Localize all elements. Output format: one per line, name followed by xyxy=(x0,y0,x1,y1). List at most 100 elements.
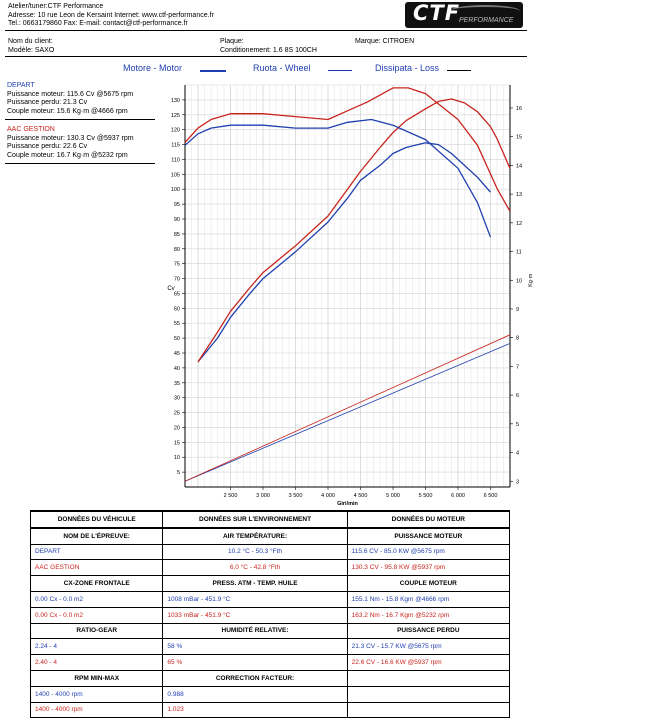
y-tick-label: 100 xyxy=(171,187,180,193)
y2-tick-label: 4 xyxy=(516,451,519,457)
series-loss-depart xyxy=(184,343,511,482)
header-line-3: Tel.: 0663179860 Fax: E-mail: contact@ct… xyxy=(8,20,188,27)
series-loss-gestion xyxy=(184,334,511,482)
conditioning-label: Conditionement: 1.6 8S 100CH xyxy=(220,46,317,54)
legend-loss-line xyxy=(447,70,471,71)
table-cell: 1033 mBar - 451.9 °C xyxy=(162,606,348,624)
run-divider-2 xyxy=(5,163,155,164)
table-label: HUMIDITÉ RELATIVE: xyxy=(162,622,348,640)
header-line-2: Adresse: 10 rue Leon de Kersaint Interne… xyxy=(8,11,214,19)
y-tick-label: 80 xyxy=(174,247,180,253)
y2-tick-label: 9 xyxy=(516,307,519,313)
table-cell: 0.00 Cx - 0.0 m2 xyxy=(29,606,164,624)
table-header-row: DONNÉES DU VÉHICULE DONNÉES SUR L'ENVIRO… xyxy=(29,510,511,529)
run-depart-torque: Couple moteur: 15.6 Kg·m @4666 rpm xyxy=(7,107,128,115)
model-label: Modèle: SAXO xyxy=(8,46,55,54)
table-label: RATIO-GEAR xyxy=(29,622,164,640)
brand-label: Marque: CITROEN xyxy=(355,38,415,45)
plate-label: Plaque: xyxy=(220,38,244,45)
y2-tick-label: 6 xyxy=(516,393,519,399)
table-cell: 10.2 °C - 50.3 °Fth xyxy=(162,543,348,561)
table-section-label-row: NOM DE L'ÉPREUVE: AIR TEMPÉRATURE: PUISS… xyxy=(29,527,511,545)
series-torque-depart xyxy=(184,118,492,238)
y2-tick-label: 12 xyxy=(516,221,522,227)
table-label: RPM MIN-MAX xyxy=(29,669,164,687)
y-tick-label: 130 xyxy=(171,98,180,104)
table-cell: AAC GESTION xyxy=(29,559,164,577)
table-header-vehicle: DONNÉES DU VÉHICULE xyxy=(29,510,164,529)
run-divider-1 xyxy=(5,119,155,120)
x-tick-label: 5 500 xyxy=(419,493,433,499)
table-row: 1400 - 4000 rpm 1.023 xyxy=(29,701,511,718)
chart-labels: 5101520253035404550556065707580859095100… xyxy=(167,98,534,507)
table-cell: 130.3 CV - 95.8 KW @5937 rpm xyxy=(346,559,511,577)
table-cell xyxy=(346,701,511,718)
chart-axes xyxy=(182,85,513,490)
x-axis-label: Giri/min xyxy=(337,501,358,507)
x-tick-label: 3 500 xyxy=(289,493,303,499)
y2-tick-label: 7 xyxy=(516,364,519,370)
table-section-label-row: RPM MIN-MAX CORRECTION FACTEUR: xyxy=(29,669,511,687)
y-tick-label: 120 xyxy=(171,128,180,134)
table-cell: 58 % xyxy=(162,638,348,656)
table-cell: 2.40 - 4 xyxy=(29,654,164,671)
y-tick-label: 90 xyxy=(174,217,180,223)
table-label: CX-ZONE FRONTALE xyxy=(29,575,164,592)
run-gestion-title: AAC GESTION xyxy=(7,126,55,133)
y-tick-label: 65 xyxy=(174,291,180,297)
y2-tick-label: 10 xyxy=(516,278,522,284)
y-tick-label: 55 xyxy=(174,321,180,327)
x-tick-label: 3 000 xyxy=(256,493,270,499)
client-label: Nom du client: xyxy=(8,38,53,45)
y-tick-label: 40 xyxy=(174,366,180,372)
table-section-label-row: CX-ZONE FRONTALE PRESS. ATM - TEMP. HUIL… xyxy=(29,575,511,592)
table-label: NOM DE L'ÉPREUVE: xyxy=(29,527,164,545)
chart-series xyxy=(184,87,511,482)
table-label: CORRECTION FACTEUR: xyxy=(162,669,348,687)
y-tick-label: 70 xyxy=(174,277,180,283)
series-power-gestion xyxy=(197,98,511,363)
y2-tick-label: 13 xyxy=(516,192,522,198)
logo-sub-text: PERFORMANCE xyxy=(459,17,514,24)
table-cell: 1008 mBar - 451.9 °C xyxy=(162,590,348,608)
plate-info: Plaque: Conditionement: 1.6 8S 100CH xyxy=(220,38,317,55)
y2-tick-label: 14 xyxy=(516,163,522,169)
table-cell: 0.00 Cx - 0.0 m2 xyxy=(29,590,164,608)
run-depart-loss: Puissance perdu: 21.3 Cv xyxy=(7,99,88,106)
y2-tick-label: 11 xyxy=(516,250,522,256)
table-cell: 155.1 Nm - 15.8 Kgm @4666 rpm xyxy=(346,590,511,608)
table-label: PRESS. ATM - TEMP. HUILE xyxy=(162,575,348,592)
table-row: 1400 - 4000 rpm 0.988 xyxy=(29,685,511,703)
y-tick-label: 110 xyxy=(171,157,180,163)
client-info: Nom du client: Modèle: SAXO xyxy=(8,38,54,55)
table-cell: 1400 - 4000 rpm xyxy=(29,701,164,718)
y-tick-label: 75 xyxy=(174,262,180,268)
table-label: PUISSANCE MOTEUR xyxy=(346,527,511,545)
legend-wheel: Ruota - Wheel xyxy=(253,63,311,73)
y-tick-label: 5 xyxy=(177,470,180,476)
table-cell: 22.6 CV - 16.6 KW @5937 rpm xyxy=(346,654,511,671)
y2-tick-label: 5 xyxy=(516,422,519,428)
header-divider xyxy=(5,30,527,31)
y2-tick-label: 8 xyxy=(516,336,519,342)
table-cell: 163.2 Nm - 16.7 Kgm @5232 rpm xyxy=(346,606,511,624)
chart-grid xyxy=(185,84,511,487)
y-axis-label: Cv xyxy=(167,286,174,292)
y-tick-label: 125 xyxy=(171,113,180,119)
run-depart-power: Puissance moteur: 115.6 Cv @5675 rpm xyxy=(7,90,134,98)
header-line-1: Atelier/tuner:CTF Performance xyxy=(8,3,104,10)
logo-swoosh xyxy=(450,5,520,17)
run-depart-title: DEPART xyxy=(7,82,35,89)
y-tick-label: 105 xyxy=(171,172,180,178)
table-section-label-row: RATIO-GEAR HUMIDITÉ RELATIVE: PUISSANCE … xyxy=(29,622,511,640)
run-gestion-torque: Couple moteur: 16.7 Kg·m @5232 rpm xyxy=(7,151,128,159)
x-tick-label: 5 000 xyxy=(386,493,400,499)
table-cell: 115.6 CV - 85.0 KW @5675 rpm xyxy=(346,543,511,561)
table-label xyxy=(346,669,511,687)
table-cell: 6.0 °C - 42.8 °Fth xyxy=(162,559,348,577)
table-row: 2.24 - 4 58 % 21.3 CV - 15.7 KW @5675 rp… xyxy=(29,638,511,656)
y-tick-label: 50 xyxy=(174,336,180,342)
x-tick-label: 4 000 xyxy=(321,493,335,499)
table-cell: 65 % xyxy=(162,654,348,671)
series-torque-gestion xyxy=(184,87,511,212)
